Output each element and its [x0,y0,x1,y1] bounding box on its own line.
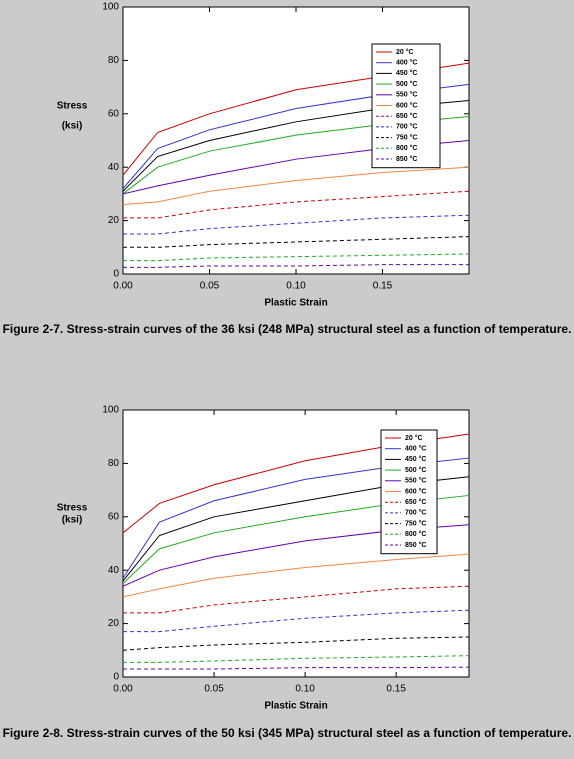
y-tick-label: 0 [113,672,119,683]
series-line [122,553,470,598]
y-tick-label: 100 [102,2,119,13]
series-line [123,190,470,219]
y-axis-label: Stress [57,101,88,112]
x-axis-label: Plastic Strain [264,298,327,309]
y-axis-label: (ksi) [62,121,83,132]
legend-label: 500 °C [396,80,417,88]
legend-label: 750 °C [396,133,417,141]
x-axis-label: Plastic Strain [264,701,327,712]
y-axis-label: Stress [57,503,88,514]
legend [371,43,441,169]
x-tick-label: 0.00 [113,684,133,695]
y-tick-label: 0 [113,269,119,280]
legend-label: 20 °C [396,48,414,56]
y-tick-label: 80 [108,458,120,469]
x-tick-label: 0.00 [113,281,133,292]
legend-label: 750 °C [405,519,426,527]
series-line [122,636,470,651]
legend-label: 700 °C [405,509,426,517]
legend-label: 800 °C [405,530,426,538]
x-tick-label: 0.05 [204,684,224,695]
x-tick-label: 0.10 [286,281,306,292]
y-tick-label: 20 [108,618,120,629]
legend-label: 600 °C [405,487,426,495]
x-tick-label: 0.10 [295,684,315,695]
legend-label: 400 °C [396,59,417,67]
series-line [123,236,470,248]
y-tick-label: 80 [108,55,120,66]
legend-label: 700 °C [396,123,417,131]
x-tick-label: 0.05 [200,281,220,292]
series-line [123,666,470,670]
legend-label: 450 °C [396,69,417,77]
y-tick-label: 60 [108,511,120,522]
caption: Figure 2-7. Stress-strain curves of the … [2,322,572,336]
legend-label: 20 °C [405,434,423,442]
legend-label: 850 °C [396,155,417,163]
legend-label: 550 °C [405,477,426,485]
y-tick-label: 40 [108,162,120,173]
series-line [123,655,470,663]
legend-label: 550 °C [396,91,417,99]
legend-label: 650 °C [405,498,426,506]
series-line [123,264,469,268]
legend-label: 800 °C [396,144,417,152]
caption: Figure 2-8. Stress-strain curves of the … [2,726,572,740]
y-tick-label: 60 [108,108,120,119]
series-line [123,214,470,235]
series-line [123,609,470,633]
y-tick-label: 20 [108,215,120,226]
y-axis-label: (ksi) [62,515,83,526]
legend-label: 850 °C [405,541,426,549]
series-line [123,585,470,614]
legend-label: 400 °C [405,445,426,453]
series-line [122,166,470,206]
legend-label: 450 °C [405,455,426,463]
series-line [123,253,470,262]
legend-label: 650 °C [396,112,417,120]
y-tick-label: 40 [108,565,120,576]
legend-label: 600 °C [396,101,417,109]
x-tick-label: 0.15 [373,281,393,292]
x-tick-label: 0.15 [386,684,406,695]
legend-label: 500 °C [405,466,426,474]
y-tick-label: 100 [102,405,119,416]
